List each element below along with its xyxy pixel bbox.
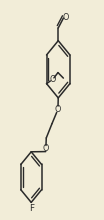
Text: O: O: [43, 144, 49, 153]
Text: F: F: [29, 204, 34, 213]
Text: O: O: [63, 13, 69, 22]
Text: O: O: [54, 105, 61, 114]
Text: O: O: [49, 75, 55, 84]
